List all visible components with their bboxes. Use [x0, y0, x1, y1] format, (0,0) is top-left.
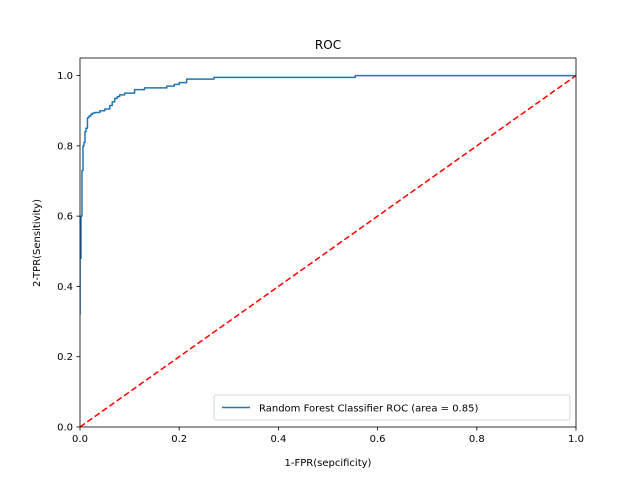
- y-tick-label: 0.4: [57, 282, 73, 293]
- y-tick-label: 0.0: [57, 423, 73, 434]
- legend-box: [213, 394, 571, 421]
- x-axis-label: 1-FPR(sepcificity): [285, 458, 372, 469]
- y-tick-label: 0.8: [57, 141, 73, 152]
- x-tick-label: 0.4: [270, 434, 286, 445]
- y-tick-label: 1.0: [57, 71, 73, 82]
- legend-label: Random Forest Classifier ROC (area = 0.8…: [259, 404, 478, 415]
- roc-curve-line: [80, 74, 576, 315]
- legend: Random Forest Classifier ROC (area = 0.8…: [213, 394, 571, 421]
- diagonal-reference-line: [80, 74, 576, 427]
- x-tick-label: 0.6: [370, 434, 386, 445]
- x-tick-label: 0.8: [469, 434, 485, 445]
- plot-area: [80, 74, 576, 427]
- x-tick-label: 1.0: [568, 434, 584, 445]
- axes: 0.0 0.2 0.4 0.6 0.8 1.0 0.0 0.2 0.4 0.6 0.8 1.0: [57, 57, 584, 445]
- y-tick-label: 0.2: [57, 352, 73, 363]
- y-axis-label: 2-TPR(Sensitivity): [32, 199, 43, 287]
- axes-frame: [79, 57, 577, 428]
- chart-title: ROC: [315, 38, 341, 52]
- y-tick-label: 0.6: [57, 212, 73, 223]
- x-tick-label: 0.2: [171, 434, 187, 445]
- x-tick-label: 0.0: [72, 434, 88, 445]
